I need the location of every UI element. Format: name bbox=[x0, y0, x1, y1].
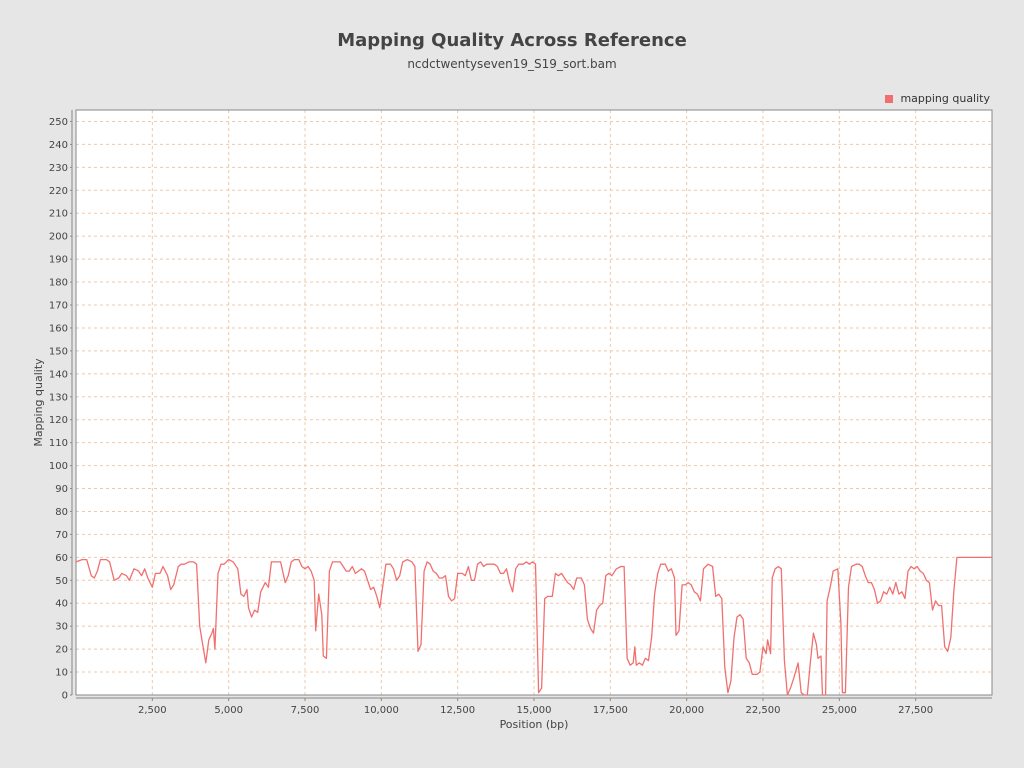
y-tick-label: 160 bbox=[49, 323, 68, 334]
y-tick-label: 0 bbox=[62, 691, 68, 702]
x-tick-label: 5,000 bbox=[214, 705, 243, 716]
x-axis-label: Position (bp) bbox=[500, 718, 569, 731]
chart-title: Mapping Quality Across Reference bbox=[337, 30, 687, 51]
plot-area bbox=[76, 110, 992, 695]
y-tick-label: 210 bbox=[49, 209, 68, 220]
x-tick-label: 20,000 bbox=[669, 705, 704, 716]
y-tick-label: 240 bbox=[49, 140, 68, 151]
series-layer bbox=[75, 556, 992, 696]
y-tick-label: 120 bbox=[49, 415, 68, 426]
x-tick-label: 10,000 bbox=[364, 705, 399, 716]
y-tick-label: 70 bbox=[55, 530, 68, 541]
chart-subtitle: ncdctwentyseven19_S19_sort.bam bbox=[407, 57, 617, 71]
y-tick-label: 20 bbox=[55, 645, 68, 656]
y-tick-label: 180 bbox=[49, 278, 68, 289]
series-line-mapping-quality bbox=[75, 556, 992, 696]
legend: mapping quality bbox=[885, 92, 990, 105]
y-tick-label: 110 bbox=[49, 438, 68, 449]
y-tick-label: 80 bbox=[55, 507, 68, 518]
y-tick-label: 170 bbox=[49, 301, 68, 312]
y-tick-label: 40 bbox=[55, 599, 68, 610]
y-tick-label: 250 bbox=[49, 117, 68, 128]
y-tick-label: 50 bbox=[55, 576, 68, 587]
y-tick-label: 230 bbox=[49, 163, 68, 174]
x-tick-label: 25,000 bbox=[822, 705, 857, 716]
x-tick-label: 27,500 bbox=[898, 705, 933, 716]
legend-label: mapping quality bbox=[900, 92, 990, 105]
axes bbox=[70, 109, 993, 701]
x-tick-label: 15,000 bbox=[517, 705, 552, 716]
y-tick-label: 140 bbox=[49, 369, 68, 380]
y-tick-label: 10 bbox=[55, 668, 68, 679]
x-tick-label: 7,500 bbox=[291, 705, 320, 716]
legend-swatch bbox=[885, 94, 894, 103]
plot-border bbox=[75, 109, 993, 696]
y-tick-label: 30 bbox=[55, 622, 68, 633]
y-axis-label: Mapping quality bbox=[32, 358, 45, 447]
y-tick-label: 100 bbox=[49, 461, 68, 472]
y-tick-label: 200 bbox=[49, 232, 68, 243]
y-tick-label: 190 bbox=[49, 255, 68, 266]
y-tick-label: 60 bbox=[55, 553, 68, 564]
x-tick-label: 22,500 bbox=[746, 705, 781, 716]
x-tick-label: 17,500 bbox=[593, 705, 628, 716]
y-tick-label: 130 bbox=[49, 392, 68, 403]
y-tick-label: 220 bbox=[49, 186, 68, 197]
x-tick-label: 2,500 bbox=[138, 705, 167, 716]
tick-labels: 0 10 20 30 40 50 60 70 80 90 100 110 120 130 140 150 160… bbox=[49, 117, 933, 716]
y-tick-label: 150 bbox=[49, 346, 68, 357]
x-tick-label: 12,500 bbox=[440, 705, 475, 716]
y-tick-label: 90 bbox=[55, 484, 68, 495]
